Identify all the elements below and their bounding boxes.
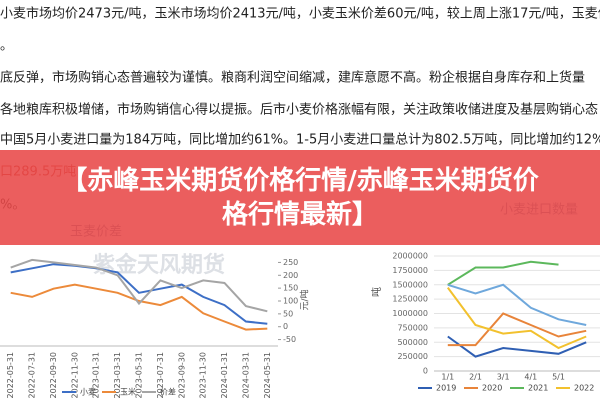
x-tick-label: 4/1	[524, 373, 537, 382]
x-tick-label: 2024-01-31	[220, 352, 229, 399]
x-tick-label: 2023-09-30	[177, 352, 186, 399]
y-tick-label: 500000	[397, 338, 428, 347]
x-tick-label: 2023-03-31	[113, 352, 122, 399]
y-tick-label: 1750000	[392, 266, 428, 275]
series-line	[446, 287, 587, 350]
y-tick-label: 2000000	[392, 252, 428, 261]
x-tick-label: 1/1	[441, 373, 454, 382]
x-tick-label: 2022-11-30	[70, 352, 79, 399]
y2-tick-label: 250	[283, 258, 298, 267]
banner-title: 【赤峰玉米期货价格行情/赤峰玉米期货价格行情最新】	[61, 165, 539, 230]
y2-tick-label: 50	[283, 309, 293, 318]
x-tick-label: 2023-11-30	[199, 352, 208, 399]
series-line	[10, 258, 268, 313]
x-tick-label: 5/1	[552, 373, 565, 382]
y-axis-label: 吨	[370, 287, 383, 297]
y-tick-label: 1000000	[392, 309, 428, 318]
y-tick-label: 1250000	[392, 295, 428, 304]
legend-label: 2021	[528, 384, 548, 393]
series-line	[447, 283, 587, 326]
x-tick-label: 2024-03-31	[241, 352, 250, 399]
series-line	[10, 283, 268, 331]
article-line: 小麦市场均价2473元/吨，玉米市场均价2413元/吨，小麦玉米价差60元/吨，…	[0, 6, 600, 22]
x-tick-label: 2022-09-30	[49, 352, 58, 399]
series-line	[447, 312, 587, 347]
series-line	[447, 260, 559, 286]
legend-label: 2020	[482, 384, 502, 393]
article-line: 。	[0, 39, 13, 54]
x-tick-label: 2/1	[469, 373, 482, 382]
legend-label: 小麦	[80, 387, 96, 397]
y-tick-label: 0	[423, 367, 428, 376]
y-tick-label: 250000	[397, 352, 428, 361]
article-line: 中国5月小麦进口量为184万吨，同比增加约61%。1-5月小麦进口量总计为802…	[0, 133, 600, 148]
x-tick-label: 2023-01-31	[92, 352, 101, 399]
legend-label: 玉米	[120, 387, 136, 397]
x-tick-label: 2022-05-31	[6, 352, 15, 399]
banner: 【赤峰玉米期货价格行情/赤峰玉米期货价格行情最新】	[0, 150, 600, 245]
y-tick-label: 750000	[397, 323, 428, 332]
legend-label: 价差	[160, 387, 176, 397]
y2-tick-label: -50	[283, 335, 296, 344]
y2-tick-label: 0	[283, 322, 288, 331]
y-tick-label: 1500000	[392, 280, 428, 289]
x-tick-label: 2023-05-31	[135, 352, 144, 399]
x-tick-label: 3/1	[497, 373, 510, 382]
x-tick-label: 2024-05-31	[263, 352, 272, 399]
y2-tick-label: 200	[283, 271, 298, 280]
series-line	[447, 335, 587, 358]
y2-axis-label: 元/吨	[299, 289, 311, 310]
legend-label: 2022	[574, 384, 594, 393]
legend-label: 2019	[436, 384, 456, 393]
article-line: 底反弹，市场购销心态普遍较为谨慎。粮商利润空间缩减，建库意愿不高。粉企根据自身库…	[0, 70, 585, 86]
x-tick-label: 2022-07-31	[28, 352, 37, 399]
series-line	[10, 263, 268, 325]
article-line: 各地粮库积极增储，市场购销信心得以提振。后市小麦价格涨幅有限，关注政策收储进度及…	[0, 102, 598, 118]
y2-tick-label: 150	[283, 284, 298, 293]
y2-tick-label: 100	[283, 297, 298, 306]
x-tick-label: 2023-07-31	[156, 352, 165, 399]
